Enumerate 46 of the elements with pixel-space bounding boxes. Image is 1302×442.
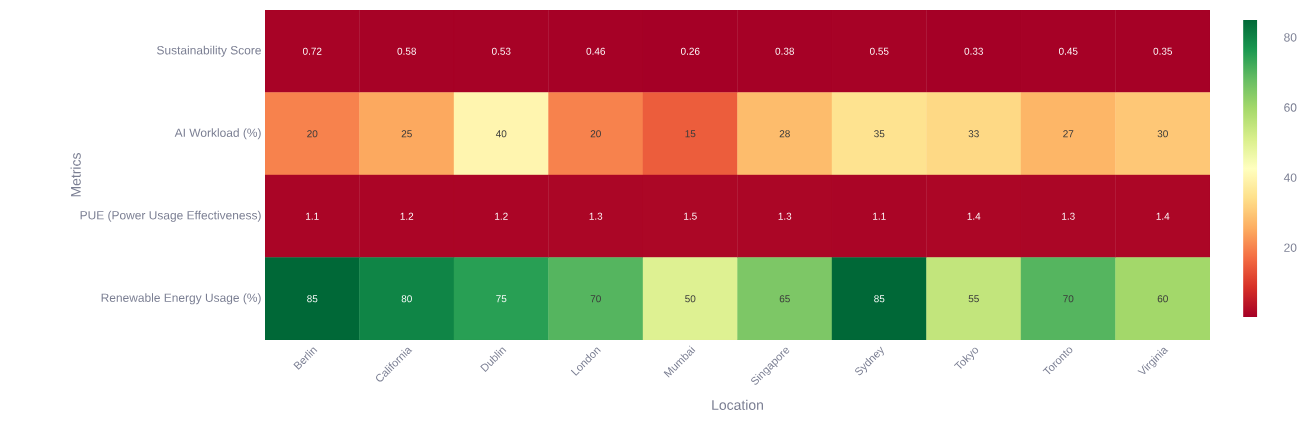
color-bar-label: 40 [1283,173,1297,182]
data-label: 1.1 [873,212,886,220]
data-label: 1.2 [495,212,508,220]
data-label: 60 [1157,295,1168,303]
data-label: 20 [590,130,601,138]
data-label: 0.26 [680,47,700,55]
data-label: 0.33 [964,47,984,55]
data-label: 50 [685,295,696,303]
data-label: 65 [779,295,790,303]
data-label: 28 [779,130,790,138]
color-bar-label: 60 [1284,103,1297,112]
data-label: 0.35 [1153,47,1173,55]
data-label: 0.58 [397,47,417,55]
data-label: 33 [968,130,979,138]
x-axis-title: Location [712,399,763,410]
data-label: 1.5 [684,212,697,220]
data-label: 20 [307,130,318,138]
y-tick-label: Renewable Energy Usage (%) [101,293,261,305]
y-tick-label: PUE (Power Usage Effectiveness) [80,210,261,222]
data-label: 1.3 [1062,212,1075,220]
data-label: 85 [307,295,318,303]
data-label: 0.46 [586,47,606,55]
y-axis-title: Metrics [70,153,81,197]
data-label: 0.72 [302,47,322,55]
data-label: 27 [1063,130,1074,138]
data-label: 35 [874,130,885,138]
data-label: 30 [1157,130,1168,138]
color-bar-label: 80 [1284,33,1297,42]
data-label: 1.2 [400,212,414,220]
data-label: 55 [968,295,979,303]
data-label: 15 [685,130,696,138]
color-bar-label: 20 [1284,243,1297,252]
data-label: 0.45 [1058,47,1078,55]
y-tick-label: Sustainability Score [157,45,261,57]
data-label: 0.55 [869,47,889,55]
data-label: 80 [401,295,412,303]
y-tick-label: AI Workload (%) [174,128,261,140]
data-label: 70 [1063,295,1074,303]
data-label: 1.3 [589,212,603,220]
data-label: 70 [590,295,601,303]
data-label: 1.4 [967,212,981,220]
data-label: 0.38 [775,47,795,55]
data-label: 25 [401,130,412,138]
data-label: 1.3 [778,212,792,220]
data-label: 85 [874,295,885,303]
data-label: 40 [495,130,507,138]
